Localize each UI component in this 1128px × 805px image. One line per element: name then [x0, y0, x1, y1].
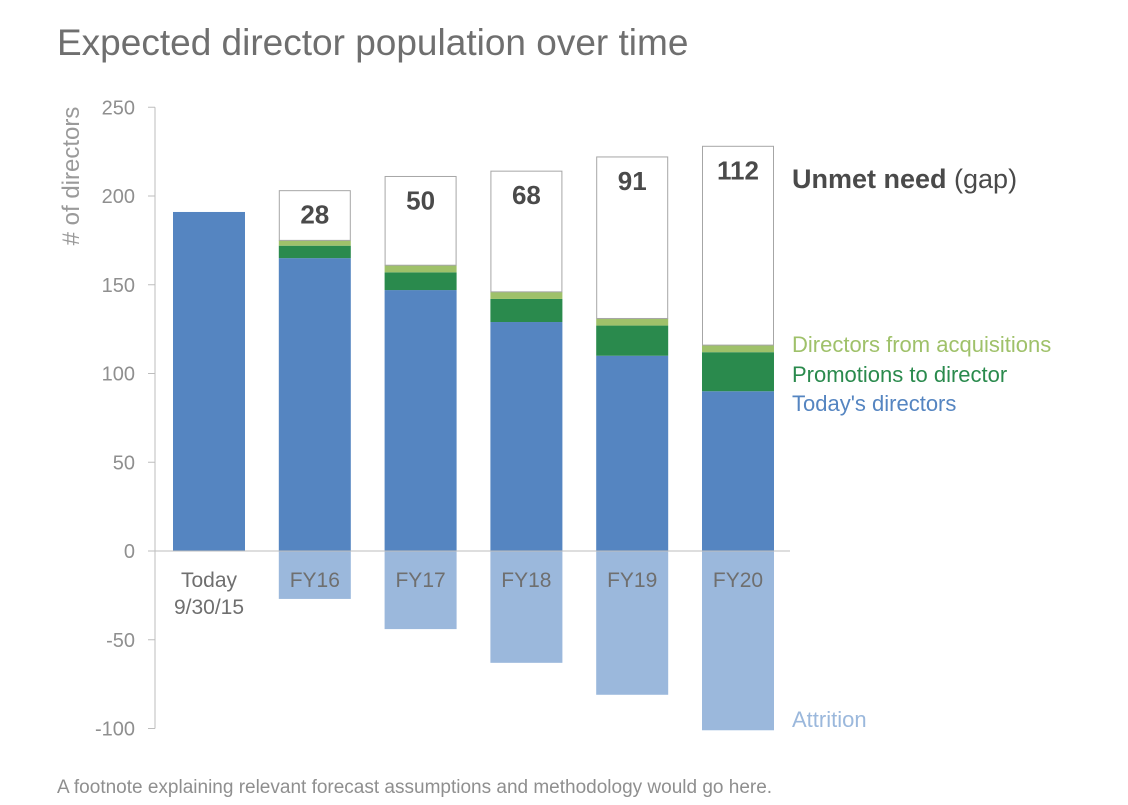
- gap-value-label: 28: [300, 200, 329, 230]
- bar-unmet-need: [384, 175, 457, 266]
- bar-acquisitions: [490, 291, 563, 299]
- bar-unmet-need: [596, 156, 669, 319]
- bar-acquisitions: [702, 345, 774, 353]
- gap-value-label: 50: [406, 185, 435, 215]
- bars: [173, 145, 774, 731]
- bar-acquisitions: [278, 240, 351, 246]
- legend: Unmet need (gap) Directors from acquisiti…: [792, 164, 1051, 732]
- bar-promotions: [702, 352, 774, 392]
- bar-acquisitions: [596, 318, 669, 326]
- bar-attrition: [278, 551, 351, 599]
- y-tick-label: 100: [102, 364, 135, 386]
- legend-unmet-need-bold: Unmet need: [792, 164, 947, 194]
- bar-promotions: [278, 245, 351, 259]
- legend-unmet-need: Unmet need (gap): [792, 164, 1017, 194]
- bar-todays-directors: [702, 391, 774, 551]
- y-tick-label: -100: [95, 719, 135, 741]
- category-label: FY16: [290, 569, 340, 592]
- gap-value-label: 91: [618, 166, 647, 196]
- bar-unmet-need: [278, 190, 351, 241]
- bar-todays-directors: [278, 258, 351, 551]
- bar-unmet-need: [702, 145, 774, 346]
- y-tick-label: 200: [102, 186, 135, 208]
- bar-promotions: [490, 298, 563, 323]
- bar-attrition: [490, 551, 563, 663]
- bar-promotions: [596, 325, 669, 356]
- y-tick-label: -50: [106, 630, 135, 652]
- bar-todays-directors: [173, 211, 245, 551]
- y-tick-label: 150: [102, 275, 135, 297]
- labels: Today 9/30/15 28 FY16 50 FY17 68 FY18 91 FY19 112 F…: [155, 155, 790, 619]
- category-label-line2: 9/30/15: [174, 596, 244, 619]
- y-axis-title: # of directors: [58, 107, 85, 246]
- category-label: FY18: [501, 569, 551, 592]
- bar-attrition: [384, 551, 457, 630]
- legend-promotions: Promotions to director: [792, 362, 1007, 387]
- category-label: FY17: [395, 569, 445, 592]
- gap-value-label: 112: [717, 155, 759, 185]
- bar-acquisitions: [384, 265, 457, 273]
- bar-todays-directors: [384, 290, 457, 551]
- y-tick-label: 0: [124, 541, 135, 563]
- bar-attrition: [702, 551, 774, 731]
- legend-todays-directors: Today's directors: [792, 391, 956, 416]
- bar-todays-directors: [490, 322, 563, 551]
- y-axis: 250 200 150 100 50 0 -50 -100 # of directors: [58, 97, 156, 741]
- bar-attrition: [596, 551, 669, 695]
- bar-promotions: [384, 272, 457, 291]
- legend-acquisitions: Directors from acquisitions: [792, 332, 1051, 357]
- legend-attrition: Attrition: [792, 707, 867, 732]
- bar-unmet-need: [490, 170, 563, 293]
- category-label: FY20: [713, 569, 763, 592]
- bar-todays-directors: [596, 355, 669, 551]
- gap-value-label: 68: [512, 180, 541, 210]
- category-label: Today: [181, 569, 238, 592]
- legend-unmet-need-rest: (gap): [947, 164, 1018, 194]
- footnote: A footnote explaining relevant forecast …: [57, 777, 773, 798]
- chart-title: Expected director population over time: [57, 22, 689, 63]
- category-label: FY19: [607, 569, 657, 592]
- y-tick-label: 250: [102, 97, 135, 119]
- y-tick-label: 50: [113, 452, 135, 474]
